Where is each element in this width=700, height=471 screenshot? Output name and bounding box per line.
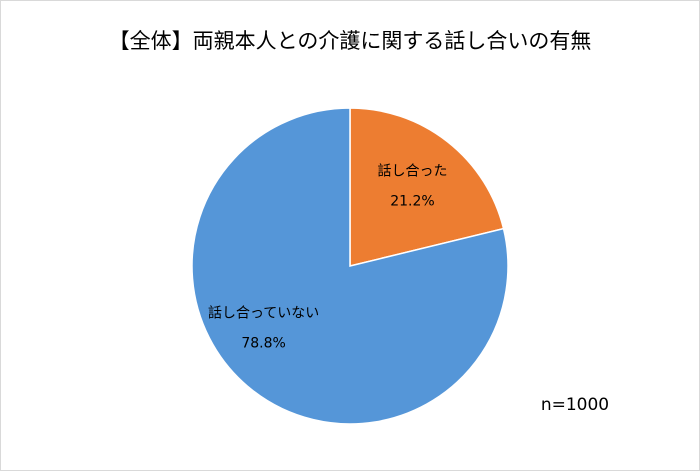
annotation: n=1000 — [541, 395, 609, 415]
chart-title: 【全体】両親本人との介護に関する話し合いの有無 — [109, 29, 592, 53]
slice-label: 話し合っていない — [208, 304, 319, 321]
value-label: 78.8% — [241, 335, 285, 351]
pie-slice — [191, 107, 509, 425]
value-label: 21.2% — [390, 193, 434, 209]
pie-slice — [349, 107, 505, 267]
slice-label: 話し合った — [377, 162, 447, 179]
